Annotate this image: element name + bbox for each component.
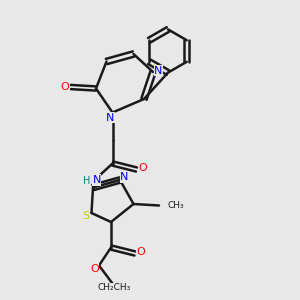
- Text: CH₃: CH₃: [167, 201, 184, 210]
- Text: N: N: [106, 113, 114, 123]
- Text: O: O: [90, 263, 99, 274]
- Text: H: H: [83, 176, 90, 187]
- Text: O: O: [61, 82, 70, 92]
- Text: N: N: [154, 65, 163, 76]
- Text: O: O: [138, 163, 147, 173]
- Text: S: S: [82, 211, 90, 221]
- Text: O: O: [136, 247, 146, 257]
- Text: N: N: [120, 172, 129, 182]
- Text: N: N: [92, 175, 101, 185]
- Text: CH₂CH₃: CH₂CH₃: [98, 284, 130, 292]
